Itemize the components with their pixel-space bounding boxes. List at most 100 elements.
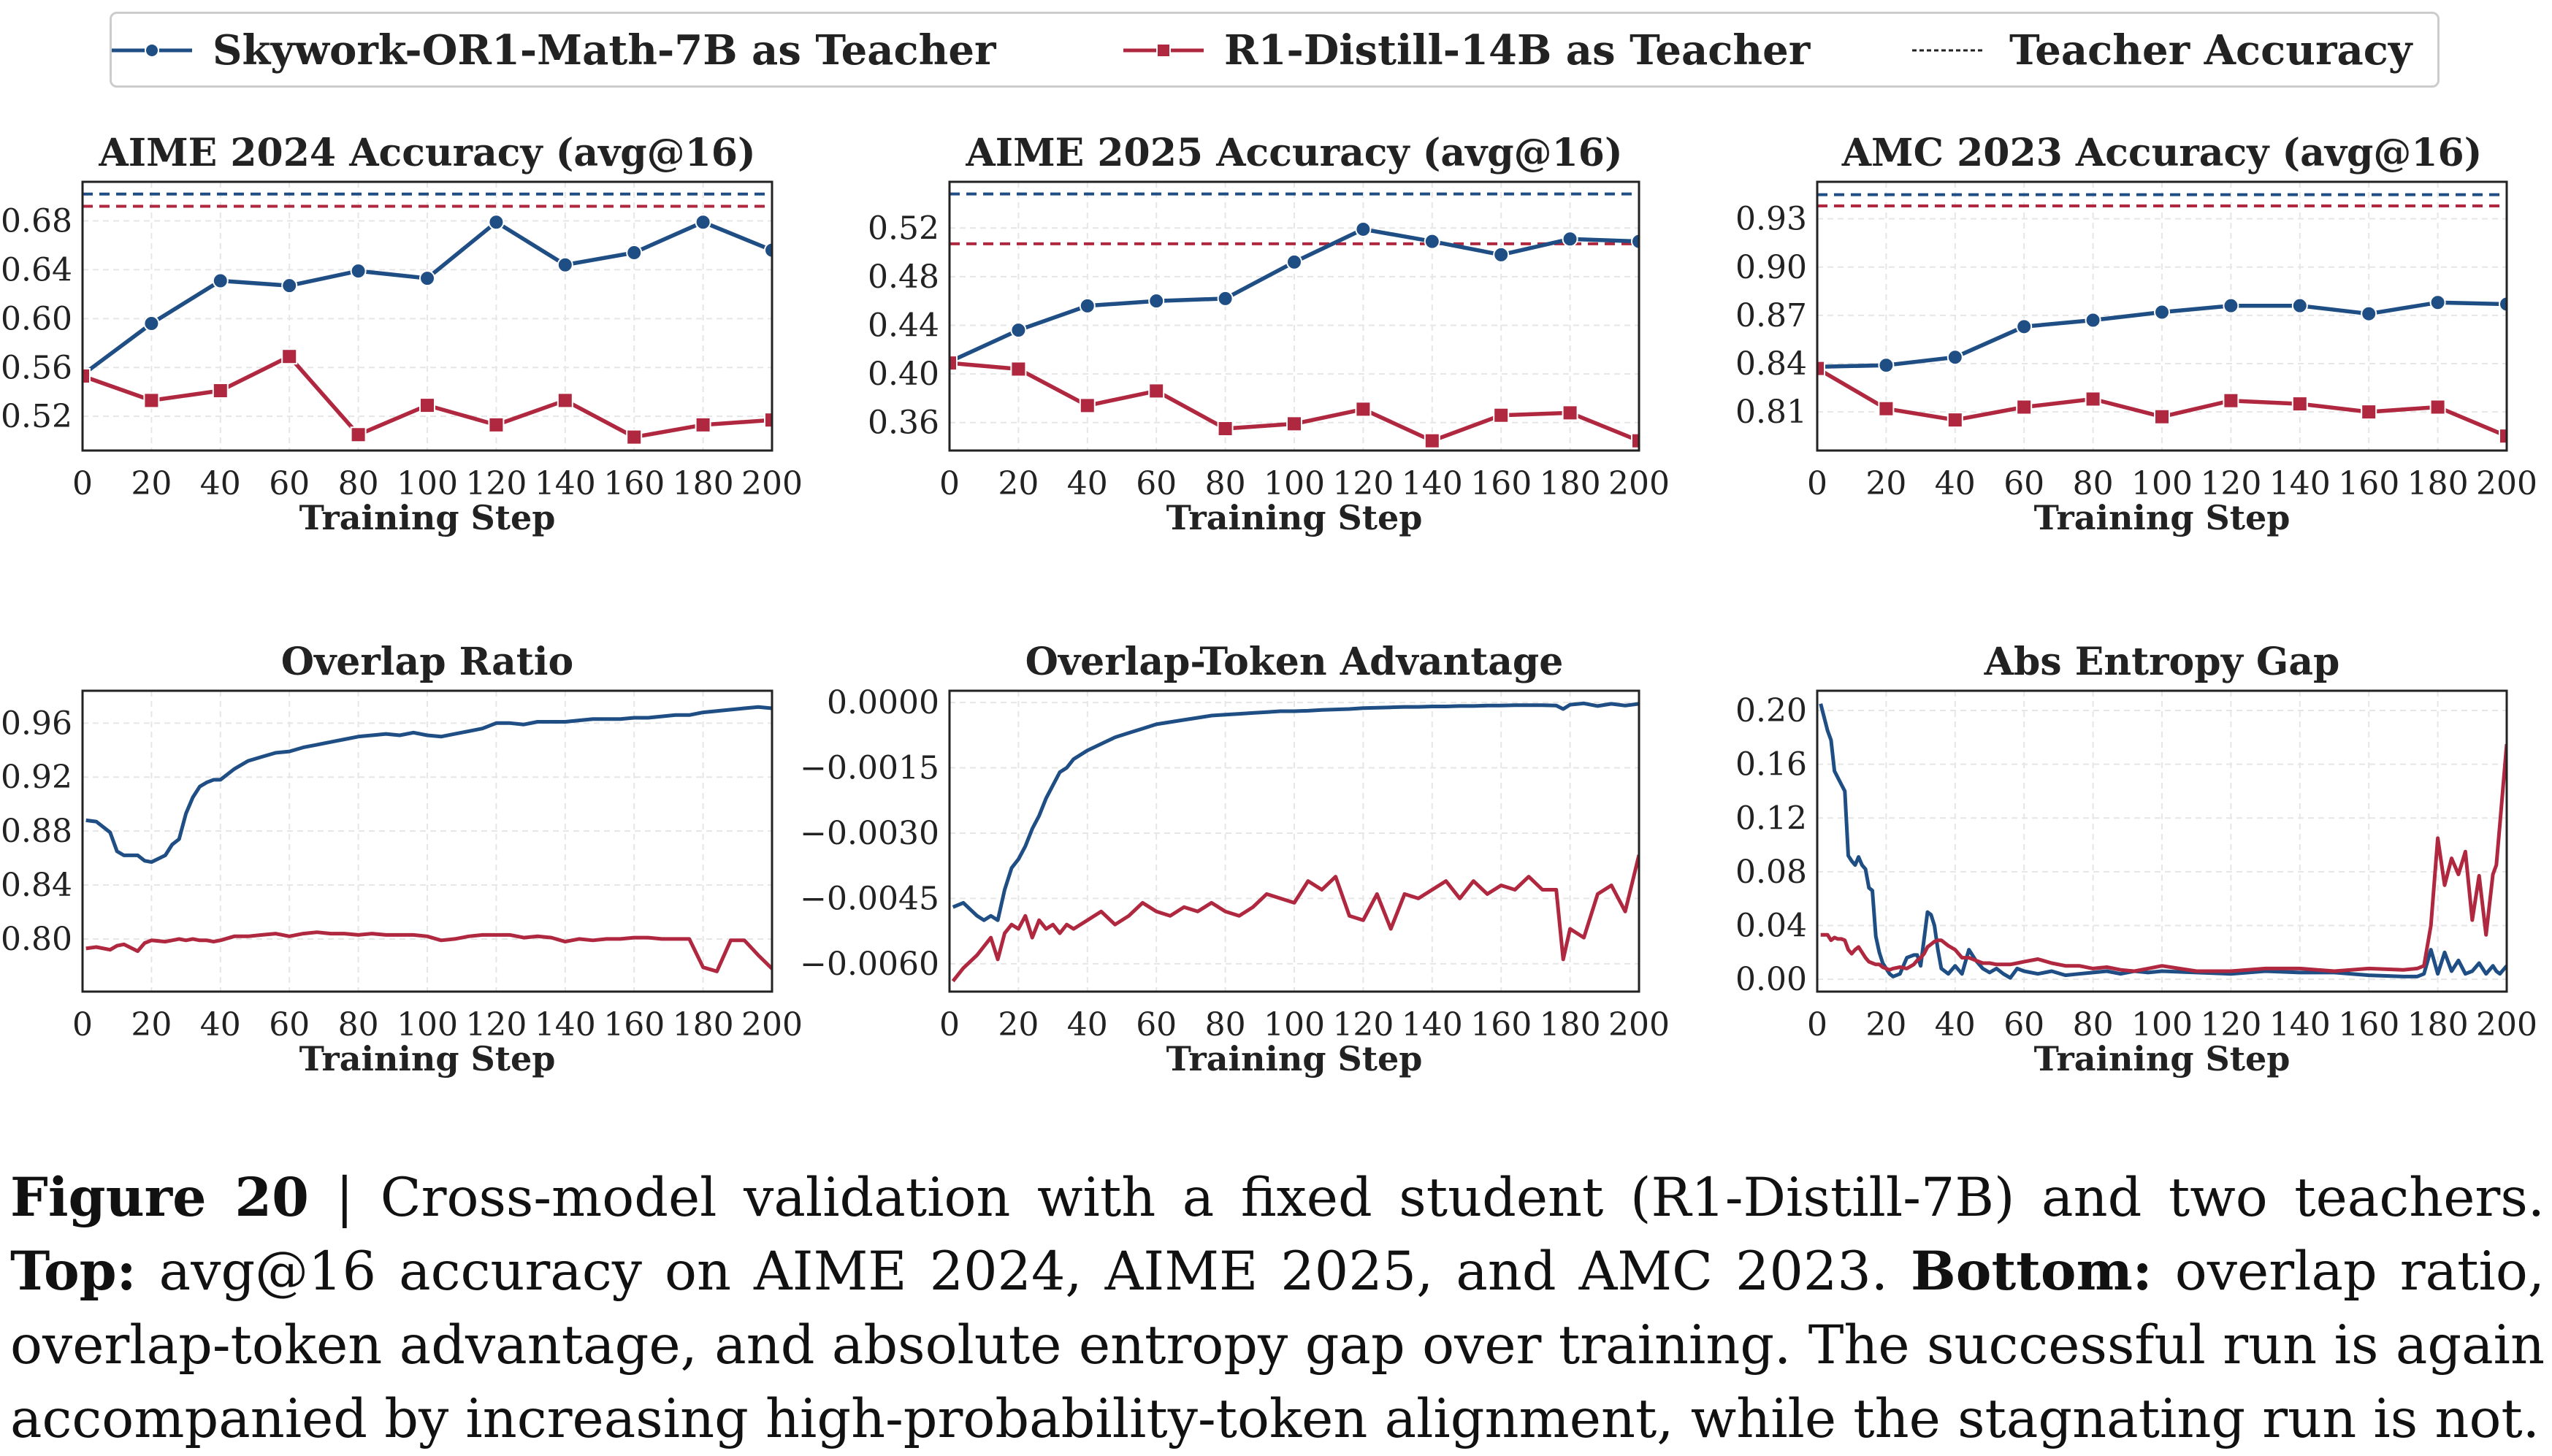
x-tick-label: 100 bbox=[397, 465, 458, 502]
x-tick-label: 40 bbox=[200, 1006, 241, 1043]
legend-label: Skywork-OR1-Math-7B as Teacher bbox=[213, 26, 996, 74]
data-point-square bbox=[2223, 392, 2239, 409]
axes-frame bbox=[81, 180, 773, 452]
y-tick-label: 0.04 bbox=[1735, 907, 1807, 944]
figure-canvas: AIME 2024 Accuracy (avg@16)0 20 40 60 80 100 1… bbox=[1, 131, 2537, 1078]
caption-separator: | bbox=[308, 1167, 381, 1229]
x-tick-label: 20 bbox=[1865, 1006, 1906, 1043]
y-tick-label: 0.87 bbox=[1735, 297, 1807, 334]
chart-title: Overlap Ratio bbox=[281, 640, 573, 684]
caption-top-label: Top: bbox=[10, 1240, 137, 1303]
y-tick-label: 0.16 bbox=[1735, 746, 1807, 783]
data-point-square bbox=[2499, 428, 2507, 445]
caption-text-1: Cross-model validation with a fixed stud… bbox=[380, 1167, 2545, 1229]
x-tick-label: 180 bbox=[2407, 1006, 2469, 1043]
data-point-square bbox=[1878, 400, 1895, 417]
y-tick-label: 0.84 bbox=[1, 867, 72, 904]
x-tick-label: 40 bbox=[1935, 465, 1976, 502]
x-tick-label: 120 bbox=[465, 1006, 527, 1043]
data-point-circle bbox=[143, 315, 160, 332]
x-tick-label: 20 bbox=[998, 465, 1039, 502]
chart-title: AMC 2023 Accuracy (avg@16) bbox=[1841, 131, 2483, 175]
y-tick-label: 0.00 bbox=[1735, 961, 1807, 998]
caption-bottom-label: Bottom: bbox=[1911, 1240, 2152, 1303]
data-point-square bbox=[1424, 432, 1440, 449]
y-tick-label: 0.96 bbox=[1, 705, 72, 742]
y-tick-label: 0.20 bbox=[1735, 692, 1807, 729]
data-point-square bbox=[1947, 412, 1963, 429]
x-axis-label: Training Step bbox=[1166, 498, 1423, 537]
x-tick-label: 0 bbox=[939, 1006, 960, 1043]
x-tick-label: 80 bbox=[1205, 465, 1246, 502]
data-point-circle bbox=[2499, 296, 2507, 313]
caption-figure-label: Figure 20 bbox=[10, 1166, 309, 1229]
series-line-blue bbox=[952, 701, 1639, 922]
y-tick-label: 0.08 bbox=[1735, 854, 1807, 891]
x-tick-label: 160 bbox=[1470, 465, 1532, 502]
data-point-circle bbox=[488, 214, 505, 231]
data-point-square bbox=[2429, 399, 2446, 415]
x-tick-label: 140 bbox=[1402, 1006, 1463, 1043]
x-tick-label: 80 bbox=[338, 1006, 379, 1043]
y-tick-label: 0.88 bbox=[1, 813, 72, 850]
legend-line-square-icon bbox=[1123, 43, 1204, 58]
data-point-circle bbox=[1424, 233, 1440, 250]
data-point-circle bbox=[2085, 312, 2101, 329]
x-tick-label: 20 bbox=[131, 465, 172, 502]
legend-item-teacher-accuracy: Teacher Accuracy bbox=[1909, 14, 2412, 87]
data-point-circle bbox=[764, 242, 772, 258]
y-tick-label: 0.0000 bbox=[827, 684, 939, 721]
data-point-circle bbox=[1010, 322, 1027, 339]
y-tick-label: 0.12 bbox=[1735, 800, 1807, 837]
axes-frame bbox=[948, 689, 1640, 993]
x-tick-label: 100 bbox=[1264, 465, 1325, 502]
data-point-circle bbox=[1493, 246, 1510, 263]
x-tick-label: 120 bbox=[1332, 465, 1394, 502]
y-tick-label: 0.44 bbox=[868, 307, 939, 344]
x-tick-label: 200 bbox=[1608, 1006, 1670, 1043]
legend-item-skywork: Skywork-OR1-Math-7B as Teacher bbox=[112, 14, 996, 87]
data-point-square bbox=[1631, 432, 1639, 449]
x-tick-label: 160 bbox=[2338, 1006, 2399, 1043]
x-axis-label: Training Step bbox=[299, 498, 556, 537]
plot-area bbox=[85, 705, 772, 973]
x-tick-label: 140 bbox=[2269, 465, 2331, 502]
y-tick-label: 0.90 bbox=[1735, 249, 1807, 286]
data-point-circle bbox=[1562, 231, 1578, 248]
chart-title: Overlap-Token Advantage bbox=[1025, 640, 1564, 684]
legend-label: Teacher Accuracy bbox=[2009, 26, 2412, 74]
data-point-square bbox=[2016, 399, 2033, 415]
chart-panel-2: AIME 2025 Accuracy (avg@16)0 20 40 60 80 100 1… bbox=[868, 131, 1670, 537]
data-point-circle bbox=[281, 277, 298, 294]
x-tick-label: 160 bbox=[603, 465, 665, 502]
figure-caption: Figure 20 | Cross-model validation with … bbox=[10, 1161, 2545, 1456]
data-point-circle bbox=[1631, 233, 1639, 250]
plot-area bbox=[1819, 703, 2507, 980]
x-tick-label: 60 bbox=[269, 1006, 310, 1043]
axes-frame bbox=[1816, 689, 2508, 993]
x-tick-label: 180 bbox=[673, 1006, 734, 1043]
data-point-circle bbox=[2016, 318, 2033, 335]
data-point-circle bbox=[212, 272, 229, 289]
x-tick-label: 100 bbox=[397, 1006, 458, 1043]
y-tick-label: −0.0030 bbox=[800, 815, 939, 852]
data-point-square bbox=[1493, 407, 1510, 424]
data-point-square bbox=[350, 426, 367, 443]
x-axis-label: Training Step bbox=[299, 1039, 556, 1078]
x-tick-label: 0 bbox=[1807, 465, 1827, 502]
x-tick-label: 0 bbox=[72, 465, 93, 502]
data-point-circle bbox=[1079, 297, 1096, 314]
series-line-red bbox=[951, 854, 1639, 983]
x-tick-label: 20 bbox=[1865, 465, 1906, 502]
data-point-circle bbox=[557, 256, 573, 273]
data-point-square bbox=[1562, 405, 1578, 421]
chart-panel-4: Overlap Ratio 0 20 40 60 80 100 120 140 160 180 200… bbox=[1, 640, 803, 1078]
legend-item-r1-distill: R1-Distill-14B as Teacher bbox=[1123, 14, 1810, 87]
y-tick-label: 0.64 bbox=[1, 251, 72, 288]
series-line-red bbox=[85, 930, 772, 973]
x-tick-label: 0 bbox=[72, 1006, 93, 1043]
x-tick-label: 60 bbox=[1136, 465, 1177, 502]
series-line-red bbox=[1820, 743, 2507, 973]
data-point-circle bbox=[1947, 349, 1963, 366]
chart-title: AIME 2025 Accuracy (avg@16) bbox=[965, 131, 1622, 175]
